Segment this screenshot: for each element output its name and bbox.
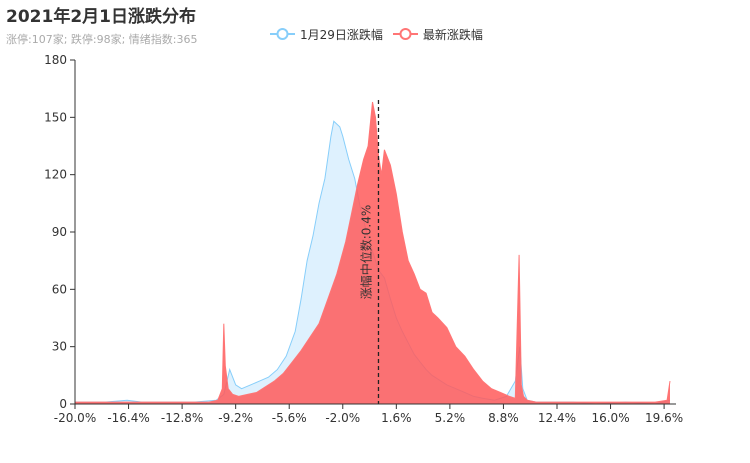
- x-tick-label: -12.8%: [161, 411, 203, 425]
- x-tick-label: -16.4%: [107, 411, 149, 425]
- median-layer: 涨幅中位数:0.4%: [358, 100, 380, 404]
- y-tick-label: 60: [52, 282, 67, 296]
- legend-item-series-2[interactable]: 最新涨跌幅: [392, 26, 483, 43]
- x-tick-label: -2.0%: [325, 411, 360, 425]
- legend-label-series-1: 1月29日涨跌幅: [300, 27, 383, 42]
- x-tick-label: -9.2%: [218, 411, 253, 425]
- x-tick-label: -20.0%: [54, 411, 96, 425]
- legend-marker-icon: [392, 28, 418, 40]
- axis-layer: 0 30 60 90 120 150 180 -20.0% -16.4% -12.8% -9.2% -…: [44, 53, 683, 425]
- y-tick-label: 180: [44, 53, 67, 67]
- legend-marker-icon: [270, 28, 295, 40]
- legend-label-series-2: 最新涨跌幅: [422, 27, 483, 42]
- median-label: 涨幅中位数:0.4%: [358, 205, 373, 300]
- y-tick-label: 30: [52, 340, 67, 354]
- series-layer: [75, 101, 671, 405]
- chart-title: 2021年2月1日涨跌分布: [6, 7, 196, 27]
- x-tick-label: 1.6%: [381, 411, 412, 425]
- y-tick-label: 120: [44, 168, 67, 182]
- legend: 1月29日涨跌幅 最新涨跌幅: [270, 25, 493, 43]
- x-tick-label: 8.8%: [488, 411, 519, 425]
- y-tick-label: 90: [52, 225, 67, 239]
- x-tick-label: 12.4%: [538, 411, 576, 425]
- legend-item-series-1[interactable]: 1月29日涨跌幅: [270, 26, 383, 43]
- y-tick-label: 150: [44, 110, 67, 124]
- x-tick-label: -5.6%: [272, 411, 307, 425]
- x-tick-label: 16.0%: [591, 411, 629, 425]
- chart-subtitle: 涨停:107家; 跌停:98家; 情绪指数:365: [6, 33, 198, 46]
- series-line-2: [75, 101, 671, 403]
- x-tick-label: 5.2%: [435, 411, 466, 425]
- x-tick-label: 19.6%: [645, 411, 683, 425]
- y-tick-label: 0: [59, 397, 67, 411]
